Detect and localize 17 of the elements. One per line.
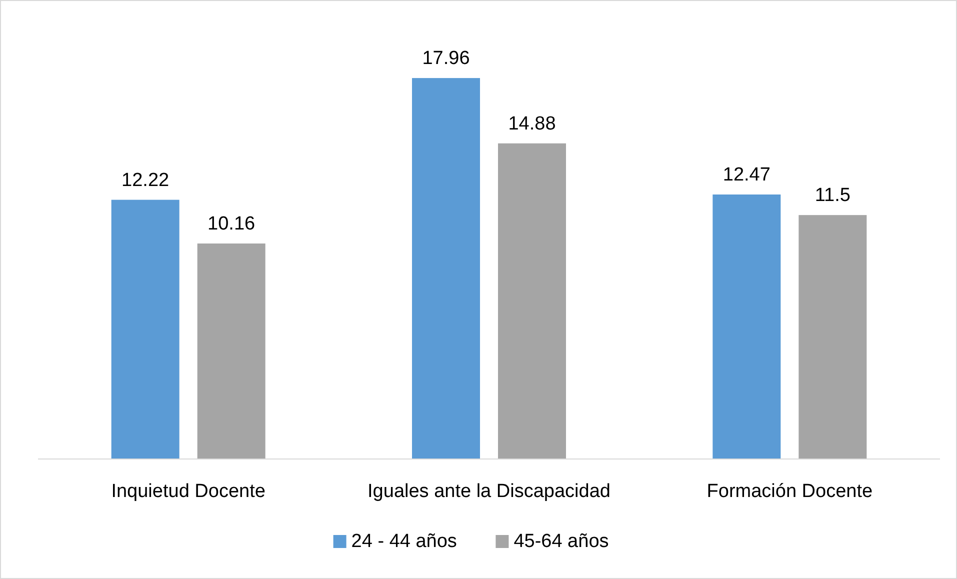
data-label: 14.88 (508, 113, 556, 134)
data-label: 11.5 (814, 185, 850, 206)
bar (111, 200, 180, 459)
data-label: 10.16 (208, 213, 256, 234)
x-tick-label: Iguales ante la Discapacidad (368, 481, 610, 502)
x-tick-label: Formación Docente (706, 481, 873, 502)
data-label: 12.22 (122, 170, 170, 191)
bar (498, 143, 566, 459)
legend-label: 45-64 años (514, 531, 609, 552)
bar (412, 78, 480, 459)
data-label: 12.47 (722, 164, 770, 186)
data-label: 17.96 (422, 48, 470, 70)
bar (712, 194, 781, 459)
bar (798, 215, 867, 459)
x-tick-label: Inquietud Docente (111, 481, 266, 502)
legend-label: 24 - 44 años (351, 531, 457, 552)
bar (197, 243, 266, 459)
